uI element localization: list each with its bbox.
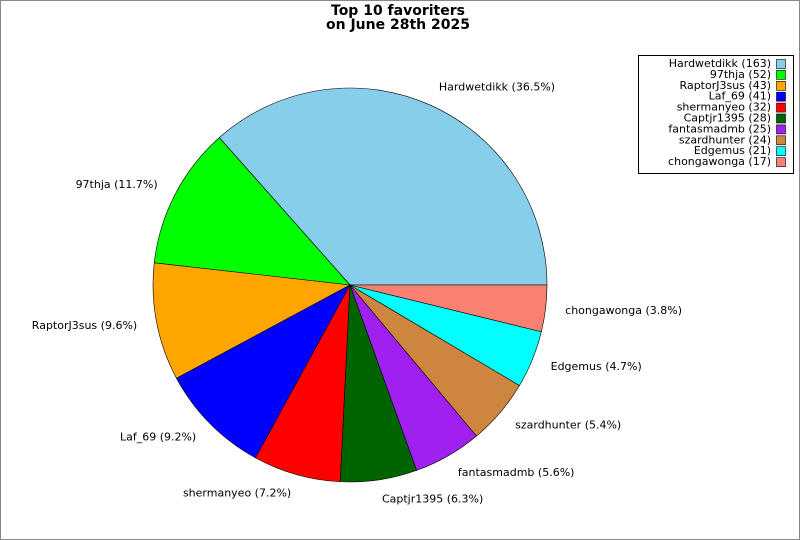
- slice-label: Laf_69 (9.2%): [120, 431, 196, 444]
- legend-swatch: [776, 70, 786, 80]
- slice-label: RaptorJ3sus (9.6%): [32, 319, 137, 332]
- legend-label: 97thja (52): [710, 68, 771, 81]
- legend-swatch: [776, 157, 786, 167]
- legend-swatch: [776, 124, 786, 135]
- slice-label: chongawonga (3.8%): [565, 304, 682, 317]
- slice-label: fantasmadmb (5.6%): [458, 466, 575, 479]
- legend-label: shermanyeo (32): [677, 101, 771, 114]
- legend-label: RaptorJ3sus (43): [680, 79, 771, 92]
- legend-label: chongawonga (17): [668, 155, 771, 168]
- legend-label: Hardwetdikk (163): [669, 57, 771, 70]
- slice-label: Captjr1395 (6.3%): [382, 492, 483, 505]
- pie-slice: [218, 87, 548, 286]
- legend-swatch: [776, 113, 786, 124]
- slice-label: 97thja (11.7%): [76, 178, 158, 191]
- legend-swatch: [776, 102, 786, 113]
- legend-label: Laf_69 (41): [709, 90, 771, 103]
- pie-slice: [349, 284, 548, 333]
- legend-swatch: [776, 59, 786, 69]
- pie-slice: [176, 284, 351, 459]
- legend-label: fantasmadmb (25): [668, 122, 771, 135]
- chart-subtitle: on June 28th 2025: [326, 17, 470, 33]
- legend-swatch: [776, 91, 786, 102]
- slice-label: Edgemus (4.7%): [551, 360, 642, 373]
- legend-label: Captjr1395 (28): [684, 112, 771, 125]
- slice-label: shermanyeo (7.2%): [183, 487, 291, 500]
- legend-label: szardhunter (24): [679, 133, 771, 146]
- chart-title: Top 10 favoriters: [331, 3, 465, 19]
- slice-label: szardhunter (5.4%): [515, 418, 621, 431]
- legend-swatch: [776, 146, 786, 156]
- pie-slice: [152, 262, 351, 379]
- legend-swatch: [776, 135, 786, 146]
- legend-swatch: [776, 81, 786, 91]
- legend-label: Edgemus (21): [694, 144, 771, 157]
- legend-box: [638, 55, 794, 174]
- pie-slice: [153, 137, 351, 286]
- slice-label: Hardwetdikk (36.5%): [439, 80, 555, 93]
